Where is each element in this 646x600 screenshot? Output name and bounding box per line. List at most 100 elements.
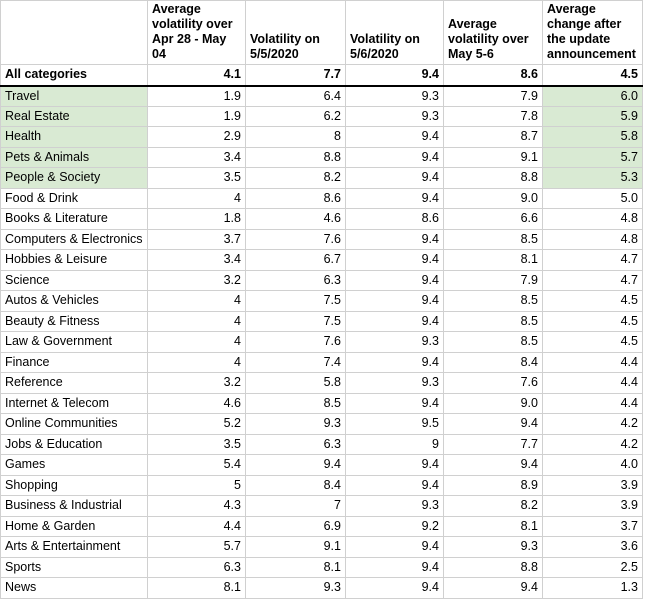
value-cell: 9.4	[345, 474, 444, 496]
value-cell: 8.1	[147, 577, 246, 599]
data-row: Beauty & Fitness 4 7.5 9.4 8.5 4.5	[0, 310, 643, 332]
value-cell: 1.3	[542, 577, 643, 599]
data-row: Hobbies & Leisure 3.4 6.7 9.4 8.1 4.7	[0, 249, 643, 271]
category-cell: Finance	[0, 351, 148, 373]
value-cell: 5.0	[542, 187, 643, 209]
value-cell: 7.6	[245, 228, 346, 250]
value-cell: 9.4	[443, 413, 543, 435]
value-cell: 9.4	[345, 310, 444, 332]
value-cell: 9.4	[345, 126, 444, 148]
value-cell: 4.4	[542, 351, 643, 373]
value-cell: 8.1	[443, 249, 543, 271]
value-cell: 4.4	[542, 392, 643, 414]
value-cell: 9.3	[245, 413, 346, 435]
category-cell: Computers & Electronics	[0, 228, 148, 250]
summary-value: 8.6	[443, 64, 543, 87]
category-cell: Hobbies & Leisure	[0, 249, 148, 271]
summary-value: 4.5	[542, 64, 643, 87]
column-header: Average volatility over May 5-6	[443, 0, 543, 65]
category-cell: Books & Literature	[0, 208, 148, 230]
category-cell: Jobs & Education	[0, 433, 148, 455]
data-row: Autos & Vehicles 4 7.5 9.4 8.5 4.5	[0, 290, 643, 312]
value-cell: 2.9	[147, 126, 246, 148]
value-cell: 9.4	[245, 454, 346, 476]
value-cell: 4.8	[542, 228, 643, 250]
value-cell: 9.4	[345, 556, 444, 578]
value-cell: 7.9	[443, 85, 543, 107]
table-body: All categories 4.1 7.7 9.4 8.6 4.5 Travel 1.9 6.…	[0, 64, 643, 599]
data-row: Shopping 5 8.4 9.4 8.9 3.9	[0, 474, 643, 496]
value-cell: 6.6	[443, 208, 543, 230]
category-cell: Travel	[0, 85, 148, 107]
category-cell: Pets & Animals	[0, 146, 148, 168]
value-cell: 6.3	[245, 269, 346, 291]
value-cell: 9	[345, 433, 444, 455]
value-cell: 9.3	[345, 495, 444, 517]
value-cell: 8.7	[443, 126, 543, 148]
value-cell: 4	[147, 187, 246, 209]
header-row: Average volatility over Apr 28 - May 04 V…	[0, 0, 643, 65]
category-cell: Beauty & Fitness	[0, 310, 148, 332]
category-cell: Games	[0, 454, 148, 476]
data-row: Pets & Animals 3.4 8.8 9.4 9.1 5.7	[0, 146, 643, 168]
value-cell: 1.9	[147, 105, 246, 127]
value-cell: 1.8	[147, 208, 246, 230]
data-row: Reference 3.2 5.8 9.3 7.6 4.4	[0, 372, 643, 394]
value-cell: 6.3	[245, 433, 346, 455]
value-cell: 3.9	[542, 495, 643, 517]
data-row: Arts & Entertainment 5.7 9.1 9.4 9.3 3.6	[0, 536, 643, 558]
value-cell: 3.2	[147, 372, 246, 394]
value-cell: 4.7	[542, 249, 643, 271]
category-cell: Real Estate	[0, 105, 148, 127]
value-cell: 9.3	[443, 536, 543, 558]
value-cell: 6.7	[245, 249, 346, 271]
value-cell: 8.5	[245, 392, 346, 414]
value-cell: 9.4	[345, 290, 444, 312]
value-cell: 5	[147, 474, 246, 496]
value-cell: 8.6	[245, 187, 346, 209]
data-row: Home & Garden 4.4 6.9 9.2 8.1 3.7	[0, 515, 643, 537]
value-cell: 8.1	[245, 556, 346, 578]
category-cell: Online Communities	[0, 413, 148, 435]
value-cell: 4.5	[542, 310, 643, 332]
value-cell: 3.4	[147, 146, 246, 168]
data-row: Games 5.4 9.4 9.4 9.4 4.0	[0, 454, 643, 476]
value-cell: 4.0	[542, 454, 643, 476]
data-row: Books & Literature 1.8 4.6 8.6 6.6 4.8	[0, 208, 643, 230]
value-cell: 8.1	[443, 515, 543, 537]
summary-row: All categories 4.1 7.7 9.4 8.6 4.5	[0, 64, 643, 87]
value-cell: 4.2	[542, 433, 643, 455]
category-cell: Reference	[0, 372, 148, 394]
data-row: News 8.1 9.3 9.4 9.4 1.3	[0, 577, 643, 599]
data-row: Online Communities 5.2 9.3 9.5 9.4 4.2	[0, 413, 643, 435]
value-cell: 4.5	[542, 290, 643, 312]
value-cell: 4.5	[542, 331, 643, 353]
value-cell: 7.4	[245, 351, 346, 373]
column-header: Volatility on 5/6/2020	[345, 0, 444, 65]
data-row: Sports 6.3 8.1 9.4 8.8 2.5	[0, 556, 643, 578]
category-cell: Science	[0, 269, 148, 291]
value-cell: 8.5	[443, 290, 543, 312]
value-cell: 9.5	[345, 413, 444, 435]
data-row: Travel 1.9 6.4 9.3 7.9 6.0	[0, 85, 643, 107]
value-cell: 8.5	[443, 331, 543, 353]
value-cell: 9.3	[345, 105, 444, 127]
data-row: Science 3.2 6.3 9.4 7.9 4.7	[0, 269, 643, 291]
value-cell: 4	[147, 310, 246, 332]
value-cell: 4.2	[542, 413, 643, 435]
value-cell: 9.1	[443, 146, 543, 168]
value-cell: 9.4	[345, 536, 444, 558]
category-cell: People & Society	[0, 167, 148, 189]
value-cell: 4	[147, 351, 246, 373]
value-cell: 8.5	[443, 310, 543, 332]
value-cell: 6.4	[245, 85, 346, 107]
summary-value: 4.1	[147, 64, 246, 87]
value-cell: 3.4	[147, 249, 246, 271]
value-cell: 9.4	[345, 167, 444, 189]
value-cell: 8.4	[245, 474, 346, 496]
value-cell: 6.2	[245, 105, 346, 127]
data-row: Business & Industrial 4.3 7 9.3 8.2 3.9	[0, 495, 643, 517]
value-cell: 4	[147, 290, 246, 312]
value-cell: 4.8	[542, 208, 643, 230]
